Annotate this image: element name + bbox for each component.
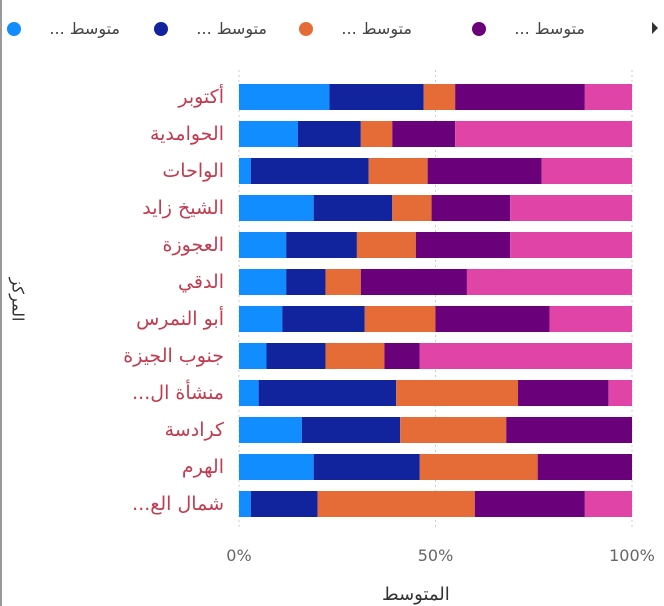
y-tick-label: الحوامدية	[149, 123, 224, 145]
bar-segment	[250, 491, 318, 517]
y-tick-label: العجوزة	[162, 234, 224, 256]
bar-segment	[239, 269, 287, 295]
bar-segment	[423, 84, 456, 110]
bar-segment	[239, 84, 330, 110]
x-tick-label: 50%	[417, 546, 454, 565]
bar-segment	[239, 454, 314, 480]
y-tick-label: كرادسة	[164, 419, 224, 441]
bar-segment	[239, 121, 298, 147]
y-tick-label: جنوب الجيزة	[123, 345, 224, 367]
bar-segment	[239, 343, 267, 369]
legend-marker	[299, 22, 313, 36]
legend-label: متوسط ...	[514, 19, 585, 38]
bar-segment	[510, 195, 632, 221]
bar-segment	[313, 195, 393, 221]
y-tick-label: منشأة ال...	[132, 382, 224, 404]
bar-segment	[541, 158, 632, 184]
bar-segment	[239, 491, 251, 517]
legend-label: متوسط ...	[341, 19, 412, 38]
x-tick-label: 100%	[609, 546, 655, 565]
bar-segment	[584, 491, 632, 517]
bar-segment	[537, 454, 632, 480]
bar-segment	[297, 121, 361, 147]
bar-segment	[455, 121, 632, 147]
bar-segment	[608, 380, 632, 406]
bar-segment	[474, 491, 585, 517]
bar-segment	[301, 417, 401, 443]
bar-segment	[455, 84, 585, 110]
bar-segment	[317, 491, 475, 517]
y-tick-label: أبو النمرس	[136, 308, 224, 330]
bar-segment	[325, 269, 361, 295]
bar-segment	[384, 343, 420, 369]
legend-label: متوسط ...	[196, 19, 267, 38]
bar-segment	[250, 158, 369, 184]
bar-segment	[286, 269, 326, 295]
bar-segment	[360, 269, 467, 295]
bar-segment	[239, 195, 314, 221]
bar-segment	[549, 306, 632, 332]
bar-segment	[427, 158, 542, 184]
bar-segment	[356, 232, 416, 258]
bar-segment	[510, 232, 632, 258]
legend-label: متوسط ...	[49, 19, 120, 38]
bar-segment	[506, 417, 632, 443]
bar-segment	[419, 454, 538, 480]
y-tick-label: الشيخ زايد	[142, 197, 224, 219]
bar-segment	[435, 306, 550, 332]
bar-segment	[239, 380, 259, 406]
bar-segment	[239, 158, 251, 184]
bar-segment	[239, 232, 287, 258]
bar-segment	[325, 343, 385, 369]
bar-segment	[392, 121, 456, 147]
bar-segment	[396, 380, 519, 406]
x-axis-title: المتوسط	[382, 584, 450, 605]
bar-segment	[419, 343, 632, 369]
bar-segment	[466, 269, 632, 295]
bar-segment	[360, 121, 393, 147]
y-tick-label: شمال الع...	[132, 493, 224, 515]
x-tick-label: 0%	[226, 546, 252, 565]
legend-arrow[interactable]	[652, 22, 658, 34]
bar-segment	[313, 454, 420, 480]
bar-segment	[286, 232, 357, 258]
bar-segment	[584, 84, 632, 110]
legend-marker	[7, 22, 21, 36]
bar-segment	[368, 158, 428, 184]
y-tick-label: الدقي	[178, 271, 224, 293]
bar-segment	[518, 380, 609, 406]
legend-marker	[472, 22, 486, 36]
bar-segment	[392, 195, 432, 221]
bar-segment	[415, 232, 511, 258]
bar-segment	[239, 306, 283, 332]
bar-segment	[282, 306, 365, 332]
bar-segment	[400, 417, 507, 443]
bar-segment	[239, 417, 302, 443]
legend-marker	[154, 22, 168, 36]
bar-segment	[266, 343, 326, 369]
bar-segment	[329, 84, 424, 110]
bar-segment	[258, 380, 397, 406]
y-tick-label: أكتوبر	[178, 86, 224, 108]
bar-segment	[431, 195, 511, 221]
y-tick-label: الهرم	[181, 456, 224, 478]
y-tick-label: الواحات	[162, 160, 224, 182]
bar-segment	[364, 306, 436, 332]
